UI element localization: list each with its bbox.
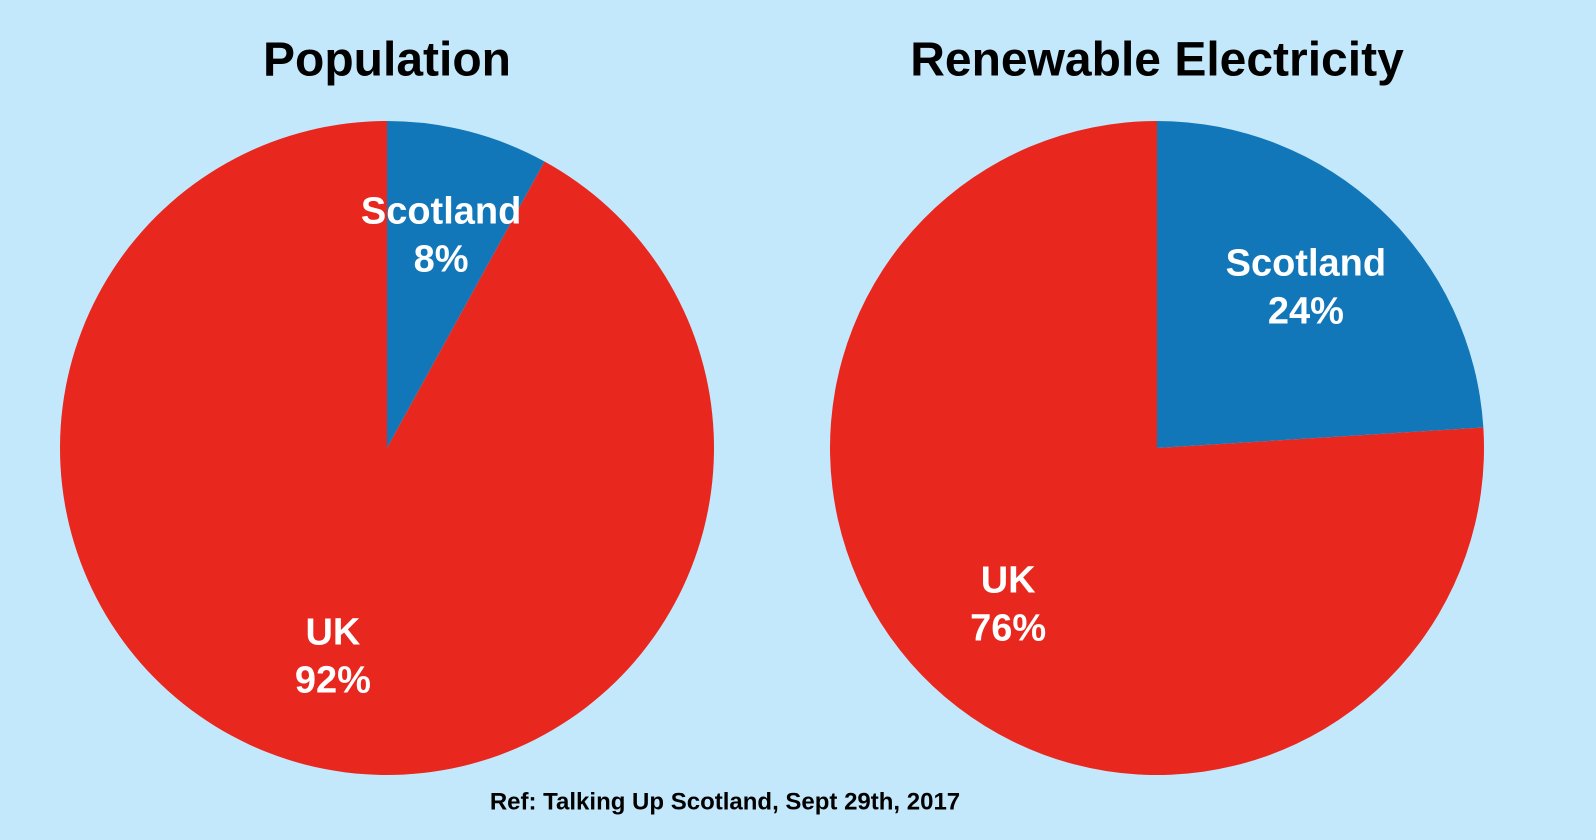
pie-slice [829,121,1484,776]
slice-name: UK [981,560,1036,602]
slice-value: 24% [1268,291,1344,333]
slice-name: UK [305,612,360,654]
footer: Ref: Talking Up Scotland, Sept 29th, 201… [490,788,960,815]
slice-value: 8% [414,238,469,280]
slice-value: 92% [295,660,371,702]
slice-name: Scotland [1226,243,1386,285]
slice-name: Scotland [361,190,521,232]
slice-value: 76% [970,608,1046,650]
chart-title: Population [263,34,511,87]
pie-slice [59,121,715,775]
pie-slice [387,121,545,448]
pie-slice [1157,121,1484,448]
chart-title: Renewable Electricity [910,34,1404,87]
